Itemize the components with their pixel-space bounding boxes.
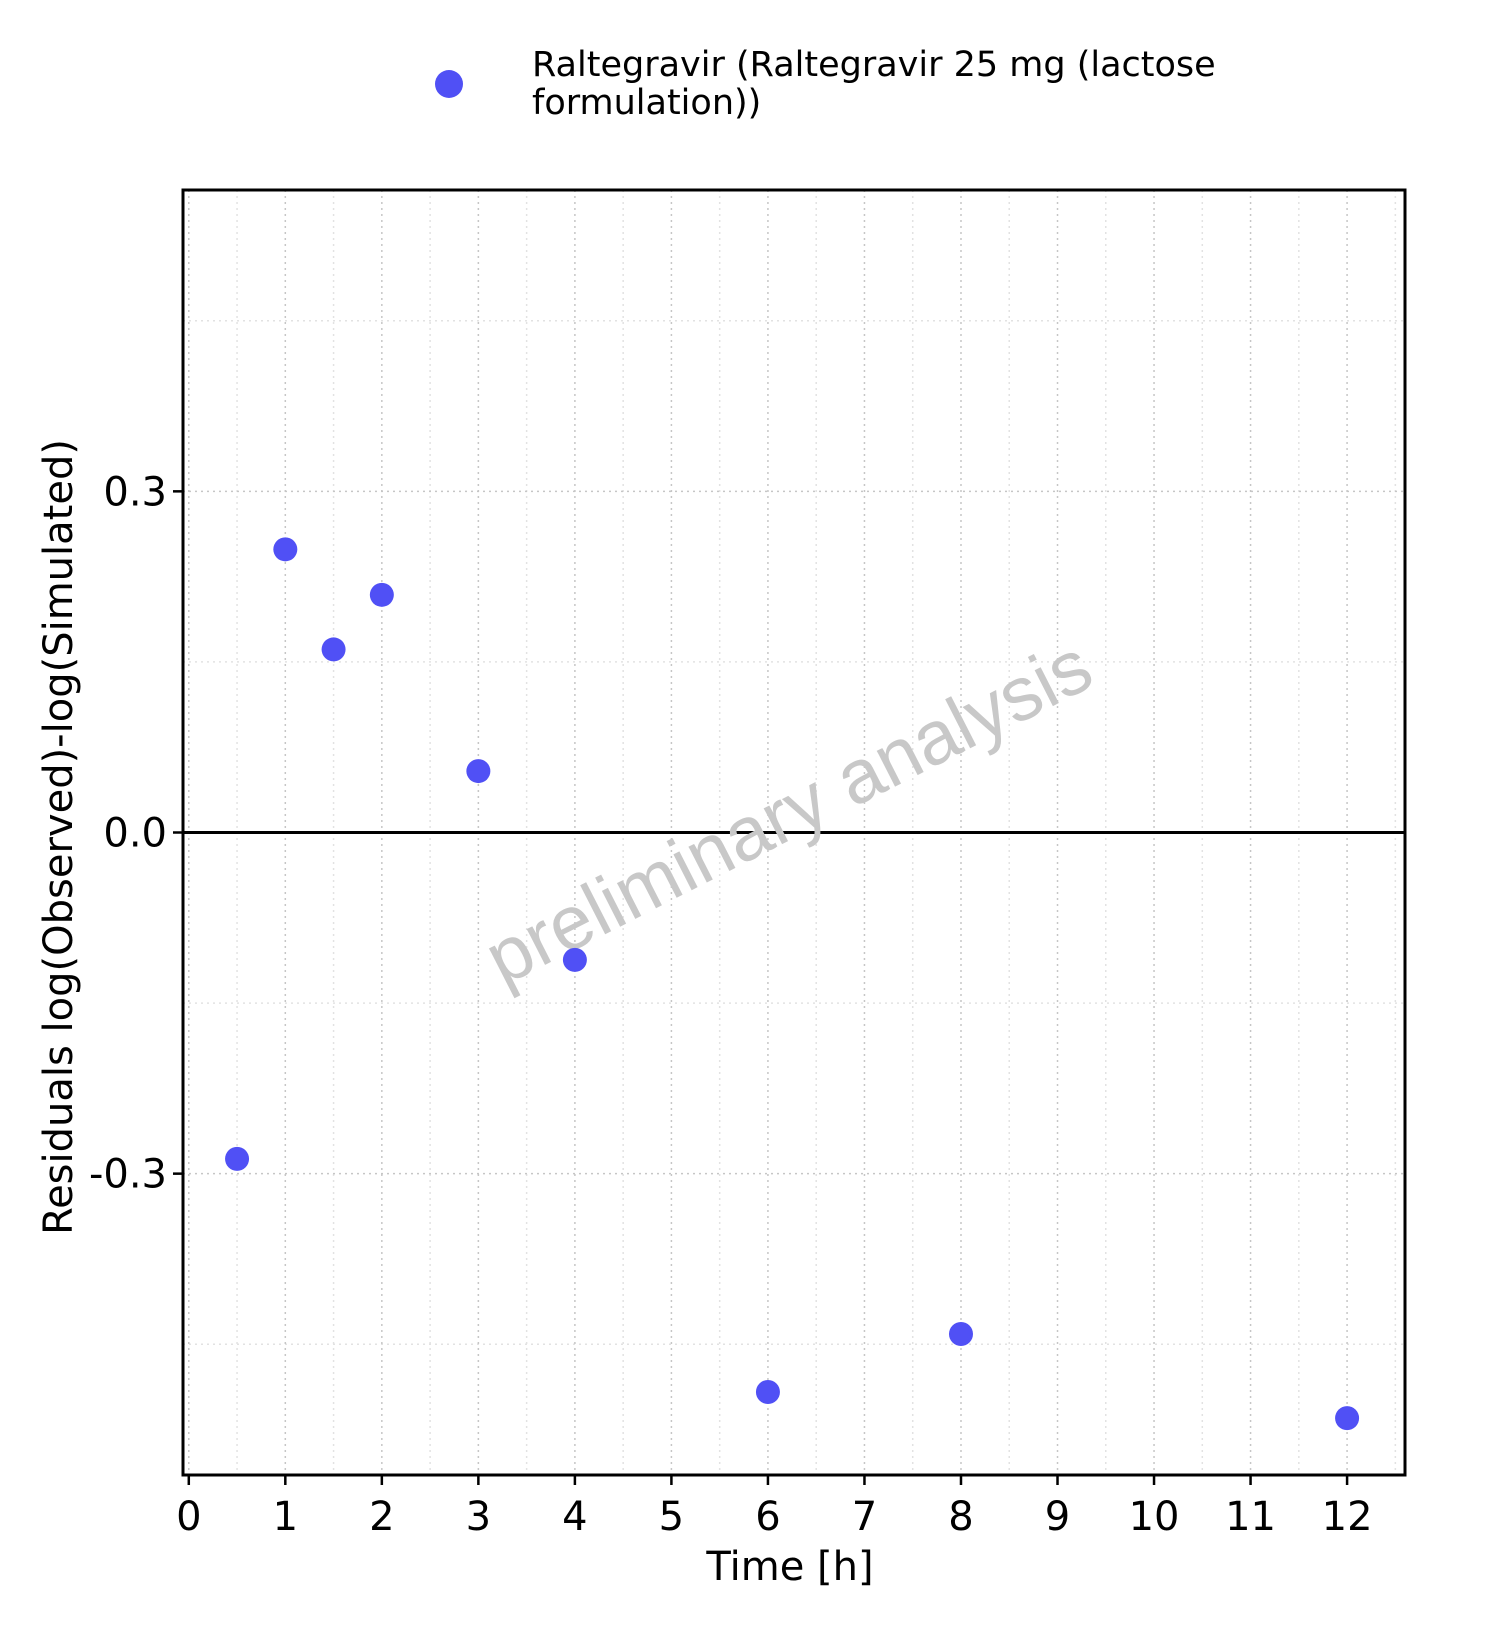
data-point <box>466 759 491 784</box>
x-tick-label: 12 <box>1322 1494 1373 1540</box>
x-tick-label: 2 <box>369 1494 394 1540</box>
x-tick-label: 4 <box>562 1494 587 1540</box>
legend: Raltegravir (Raltegravir 25 mg (lactose … <box>435 45 1216 123</box>
data-point <box>562 947 587 972</box>
y-tick-label: 0.0 <box>103 811 167 857</box>
x-tick-label: 9 <box>1045 1494 1070 1540</box>
x-axis-ticks: 0 1 2 3 4 5 6 7 8 9 10 11 12 <box>176 1475 1373 1540</box>
x-tick-label: 10 <box>1129 1494 1180 1540</box>
data-point <box>321 637 346 662</box>
y-axis-ticks: -0.3 0.0 0.3 <box>89 469 183 1198</box>
y-axis-title: Residuals log(Observed)-log(Simulated) <box>36 439 82 1235</box>
legend-marker <box>435 70 463 98</box>
x-tick-label: 1 <box>273 1494 298 1540</box>
data-point <box>1335 1406 1360 1431</box>
legend-label-line-1: Raltegravir (Raltegravir 25 mg (lactose <box>532 45 1216 85</box>
x-tick-label: 0 <box>176 1494 201 1540</box>
legend-label-line-2: formulation)) <box>532 83 761 123</box>
y-tick-label: 0.3 <box>103 469 167 515</box>
data-point <box>948 1321 973 1346</box>
data-point <box>755 1379 780 1404</box>
watermark-text: preliminary analysis <box>472 623 1105 1002</box>
x-axis-title: Time [h] <box>705 1544 873 1590</box>
x-tick-label: 11 <box>1225 1494 1276 1540</box>
data-points <box>225 537 1360 1431</box>
x-tick-label: 7 <box>852 1494 877 1540</box>
x-tick-label: 6 <box>755 1494 780 1540</box>
data-point <box>369 582 394 607</box>
x-tick-label: 3 <box>466 1494 491 1540</box>
y-tick-label: -0.3 <box>89 1152 167 1198</box>
data-point <box>225 1146 250 1171</box>
data-point <box>273 537 298 562</box>
x-tick-label: 8 <box>948 1494 973 1540</box>
x-tick-label: 5 <box>659 1494 684 1540</box>
